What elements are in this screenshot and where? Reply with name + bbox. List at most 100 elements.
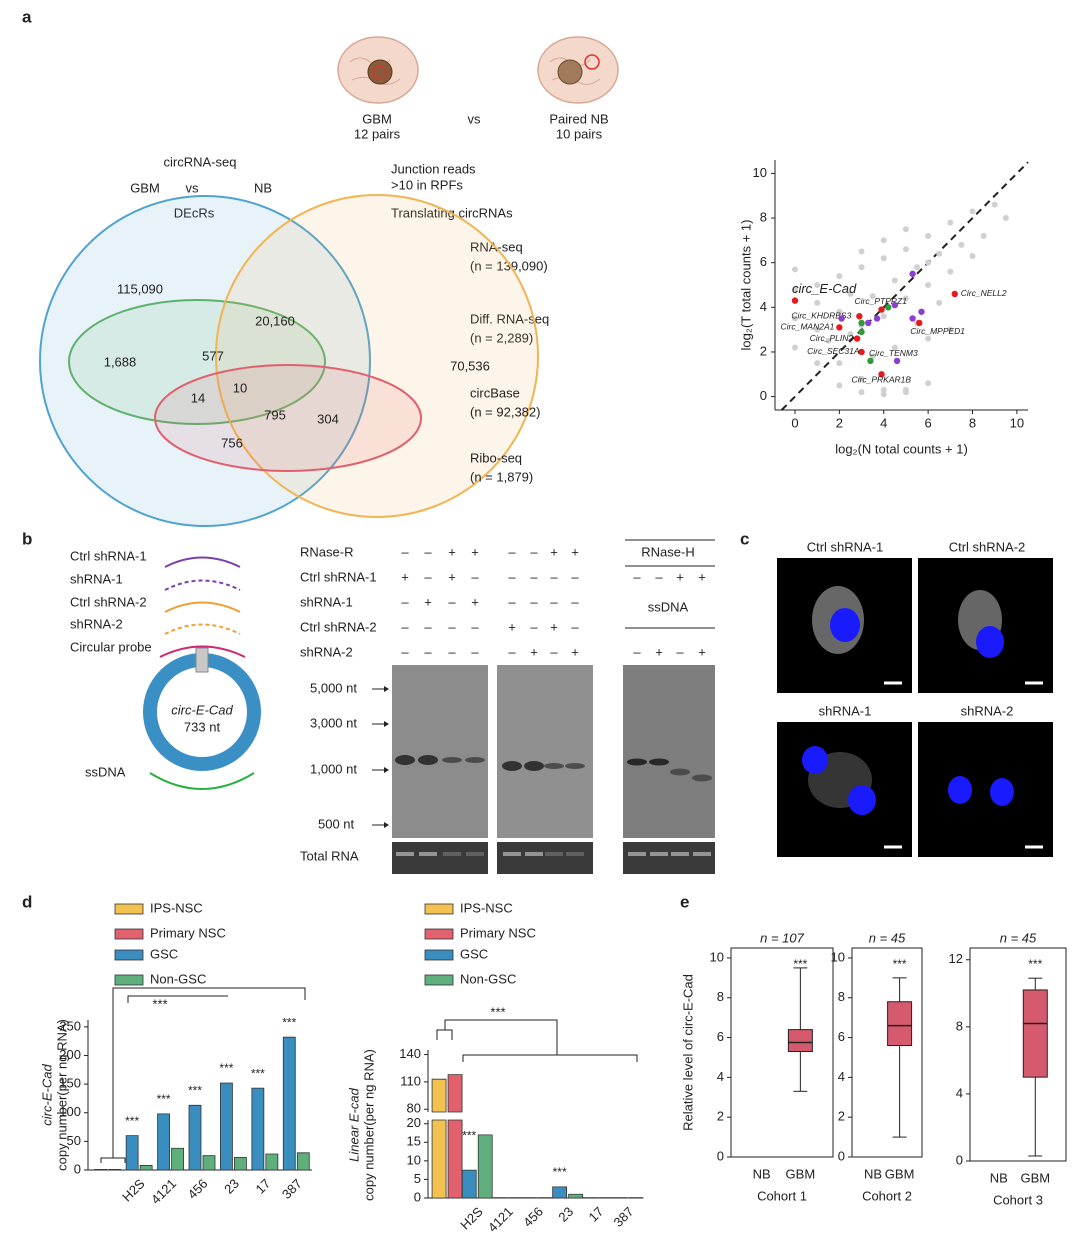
legend-label: GSC — [150, 946, 178, 961]
x-tick-label: 456 — [185, 1176, 211, 1202]
legend-swatch — [114, 949, 144, 961]
significance: *** — [490, 1004, 505, 1019]
band — [442, 757, 462, 763]
x-tick-label: 4121 — [148, 1176, 179, 1207]
venn-vs: vs — [186, 180, 200, 195]
point — [791, 344, 798, 351]
x-tick-label: H2S — [457, 1204, 486, 1233]
sign: + — [655, 644, 663, 659]
point — [825, 337, 832, 344]
y-tick-label: 100 — [59, 1104, 81, 1119]
arc — [164, 623, 241, 635]
sign: + — [676, 569, 684, 584]
y-tick-label: 0 — [956, 1152, 963, 1167]
region-count: 70,536 — [450, 358, 490, 373]
scale-bars — [884, 681, 1043, 849]
set-count: (n = 2,289) — [470, 330, 533, 345]
sign: + — [448, 569, 456, 584]
point-label: Circ_MAN2A1 — [781, 322, 835, 332]
venn-set — [154, 364, 422, 472]
sign: + — [698, 569, 706, 584]
rna-band — [545, 852, 563, 856]
legend-label: Primary NSC — [150, 925, 226, 940]
sign: – — [508, 569, 516, 584]
box — [787, 1029, 813, 1053]
rna-band — [693, 852, 711, 856]
rna-band — [396, 852, 414, 856]
image — [918, 722, 1053, 857]
x-tick-label: 4 — [880, 415, 887, 430]
bar — [202, 1155, 216, 1171]
loading-strip — [392, 842, 488, 874]
rna-band — [650, 852, 668, 856]
y-axis-label: copy number(per ng RNA) — [54, 1019, 69, 1171]
rna-band — [566, 852, 584, 856]
region-count: 10 — [233, 380, 247, 395]
y-tick-label: 8 — [760, 209, 767, 224]
x-axis-label: Cohort 2 — [862, 1188, 912, 1203]
band — [565, 763, 585, 769]
probe-label: Circular probe — [70, 639, 152, 654]
group-count: 12 pairs — [354, 126, 401, 141]
sign: – — [530, 569, 538, 584]
y-tick-label: 0 — [74, 1161, 81, 1176]
y-axis-label: copy number(per ng RNA) — [361, 1049, 376, 1201]
band — [649, 758, 669, 766]
point — [836, 382, 843, 389]
significance: *** — [553, 1165, 567, 1179]
x-tick-label: NB — [753, 1166, 771, 1181]
set-name: circBase — [470, 385, 520, 400]
region-count: 20,160 — [255, 313, 295, 328]
point — [836, 360, 843, 367]
band — [524, 761, 544, 771]
y-tick-label: 4 — [838, 1069, 845, 1084]
loading-label: Total RNA — [300, 848, 359, 863]
y-tick-label: 2 — [838, 1109, 845, 1124]
point — [858, 375, 865, 382]
sign: – — [401, 594, 409, 609]
point — [936, 250, 943, 257]
arc — [164, 556, 241, 568]
sign: – — [550, 594, 558, 609]
point — [791, 297, 799, 304]
point — [969, 208, 976, 215]
arrow-head — [384, 767, 389, 773]
bar — [188, 1104, 202, 1171]
point — [891, 301, 899, 309]
probe-label: Ctrl shRNA-1 — [70, 548, 147, 563]
point — [880, 313, 887, 320]
image-title: Ctrl shRNA-1 — [807, 539, 884, 554]
significance: *** — [125, 1114, 139, 1128]
loading-strip — [497, 842, 593, 874]
y-tick-label: 50 — [67, 1133, 81, 1148]
point — [880, 386, 887, 393]
group-label: GBM — [362, 111, 392, 126]
sign: + — [550, 544, 558, 559]
bar — [431, 1078, 447, 1199]
point — [891, 277, 898, 284]
point-label: Circ_SEC31A — [807, 346, 860, 356]
blot — [623, 665, 715, 838]
x-tick-label: 10 — [1010, 415, 1024, 430]
significance: *** — [219, 1061, 233, 1075]
point — [1002, 215, 1009, 222]
point — [991, 201, 998, 208]
bar — [108, 1169, 122, 1171]
bar — [282, 1036, 296, 1171]
point — [858, 319, 865, 327]
legend-swatch — [424, 949, 454, 961]
set-count: (n = 1,879) — [470, 469, 533, 484]
x-tick-label: 387 — [279, 1176, 305, 1202]
region-count: 304 — [317, 411, 339, 426]
arc — [164, 601, 241, 613]
bar — [94, 1169, 108, 1171]
x-tick-label: 2 — [836, 415, 843, 430]
x-tick-label: 23 — [555, 1204, 576, 1225]
point — [902, 246, 909, 253]
panel-label: e — [680, 892, 689, 911]
sign: – — [448, 644, 456, 659]
y-tick-label: 15 — [407, 1134, 421, 1149]
significance: *** — [188, 1083, 202, 1097]
bar — [125, 1135, 139, 1171]
y-tick-label: 0 — [760, 388, 767, 403]
